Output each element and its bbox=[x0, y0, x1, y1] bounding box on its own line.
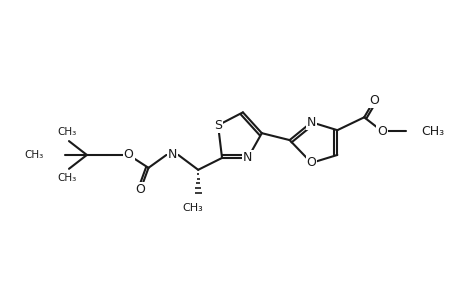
Text: CH₃: CH₃ bbox=[182, 202, 203, 212]
Text: CH₃: CH₃ bbox=[57, 173, 77, 183]
Text: O: O bbox=[123, 148, 133, 161]
Text: O: O bbox=[376, 125, 386, 138]
Text: N: N bbox=[306, 116, 315, 129]
Text: CH₃: CH₃ bbox=[420, 125, 443, 138]
Text: N: N bbox=[167, 148, 177, 161]
Text: O: O bbox=[306, 156, 316, 170]
Text: O: O bbox=[369, 94, 378, 107]
Text: O: O bbox=[135, 183, 145, 196]
Text: N: N bbox=[243, 152, 252, 164]
Text: CH₃: CH₃ bbox=[57, 127, 77, 137]
Text: S: S bbox=[213, 119, 222, 132]
Text: CH₃: CH₃ bbox=[24, 150, 43, 160]
